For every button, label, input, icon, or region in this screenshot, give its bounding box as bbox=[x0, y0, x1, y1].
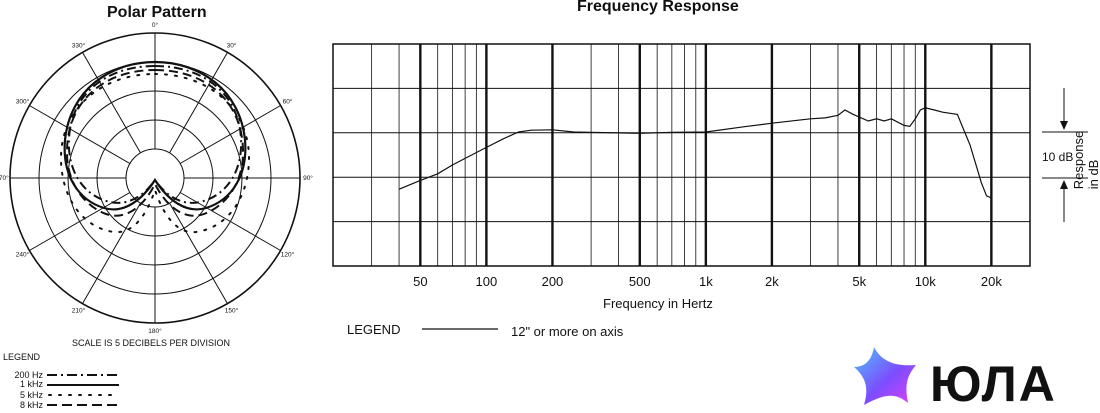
freq-tick-label: 1k bbox=[699, 274, 713, 289]
db-scale-indicator bbox=[1042, 88, 1088, 222]
polar-spoke bbox=[82, 202, 141, 304]
freq-legend-swatch bbox=[422, 328, 498, 330]
freq-chart: 50 100 200 500 1k 2k 5k 10k 20k bbox=[332, 43, 1031, 289]
polar-spoke bbox=[29, 105, 131, 164]
polar-plot: 0° 30° 60° 90° 120° 150° 180° 210° 240° 270° 300° 3… bbox=[0, 21, 313, 335]
freq-tick-label: 50 bbox=[413, 274, 427, 289]
polar-angle-label: 270° bbox=[0, 174, 9, 182]
polar-legend-label-8khz: 8 kHz bbox=[19, 400, 43, 410]
freq-tick-label: 500 bbox=[629, 274, 651, 289]
polar-curves bbox=[59, 60, 251, 234]
freq-response-line bbox=[398, 107, 992, 199]
polar-angle-label: 330° bbox=[72, 41, 86, 49]
polar-spoke bbox=[179, 105, 281, 164]
polar-scale-note: SCALE IS 5 DECIBELS PER DIVISION bbox=[72, 338, 231, 348]
polar-angle-label: 180° bbox=[148, 327, 162, 335]
polar-angle-label: 240° bbox=[16, 251, 30, 259]
freq-tick-label: 2k bbox=[765, 274, 779, 289]
brand-logo-icon bbox=[854, 347, 916, 405]
polar-angle-label: 210° bbox=[72, 307, 86, 315]
db-arrowhead-up bbox=[1060, 180, 1068, 189]
polar-angle-label: 60° bbox=[283, 98, 293, 106]
polar-curve-200hz bbox=[67, 64, 243, 204]
polar-legend-label-200hz: 200 Hz bbox=[14, 370, 43, 380]
freq-xlabel: Frequency in Hertz bbox=[603, 296, 713, 311]
freq-tick-label: 200 bbox=[542, 274, 564, 289]
freq-legend-series-name: 12" or more on axis bbox=[511, 324, 624, 339]
polar-legend-label-5khz: 5 kHz bbox=[19, 390, 43, 400]
brand-logo-text: ЮЛА bbox=[930, 356, 1057, 412]
freq-frame bbox=[332, 43, 1031, 267]
polar-angle-label: 30° bbox=[227, 41, 237, 49]
polar-angle-label: 0° bbox=[152, 21, 159, 29]
polar-legend-title: LEGEND bbox=[3, 352, 41, 362]
polar-legend-label-1khz: 1 kHz bbox=[19, 379, 43, 389]
freq-tick-label: 100 bbox=[476, 274, 498, 289]
polar-spoke bbox=[82, 52, 141, 154]
freq-tick-label: 20k bbox=[981, 274, 1002, 289]
polar-angle-label: 90° bbox=[303, 174, 313, 182]
freq-tick-labels: 50 100 200 500 1k 2k 5k 10k 20k bbox=[413, 274, 1002, 289]
polar-legend-swatches bbox=[47, 374, 120, 406]
polar-angle-label: 300° bbox=[16, 98, 30, 106]
brand-logo-shape bbox=[854, 347, 916, 405]
polar-spoke bbox=[169, 202, 228, 304]
db-arrowhead-down bbox=[1060, 121, 1068, 130]
freq-legend-title: LEGEND bbox=[347, 322, 401, 337]
freq-title: Frequency Response bbox=[577, 0, 739, 15]
freq-ylabel: Response in dB bbox=[1071, 130, 1100, 190]
polar-curve-5khz bbox=[59, 72, 251, 234]
freq-tick-label: 5k bbox=[852, 274, 866, 289]
polar-spoke bbox=[169, 52, 228, 154]
freq-tick-label: 10k bbox=[915, 274, 936, 289]
freq-grid bbox=[332, 43, 1031, 267]
polar-title: Polar Pattern bbox=[107, 4, 207, 21]
db-scale-label: 10 dB bbox=[1042, 150, 1074, 164]
polar-angle-labels: 0° 30° 60° 90° 120° 150° 180° 210° 240° 270° 300° 3… bbox=[0, 21, 313, 335]
polar-angle-label: 120° bbox=[281, 251, 295, 259]
polar-angle-label: 150° bbox=[225, 307, 239, 315]
